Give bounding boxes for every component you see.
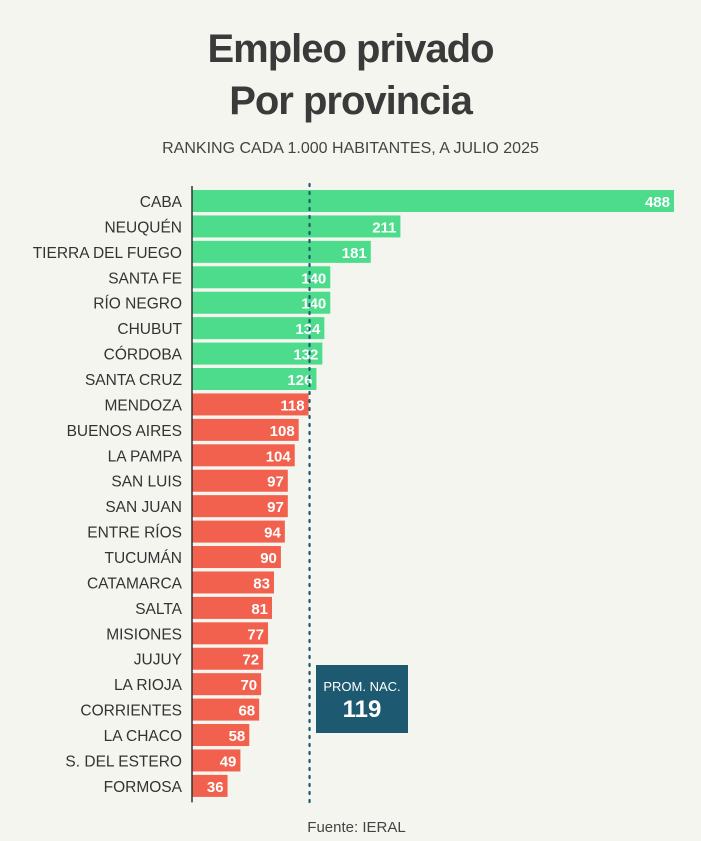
- value-label: 68: [238, 703, 255, 720]
- category-label: SANTA FE: [108, 270, 182, 287]
- category-label: SANTA CRUZ: [85, 372, 182, 389]
- category-label: CHUBUT: [117, 321, 182, 338]
- bar: [192, 520, 285, 543]
- value-label: 132: [293, 347, 318, 364]
- bar: [192, 418, 299, 441]
- value-label: 72: [242, 652, 259, 669]
- chart-title-line2: Por provincia: [229, 79, 473, 123]
- bar: [192, 622, 269, 645]
- bar: [192, 240, 371, 263]
- value-label: 181: [342, 245, 367, 262]
- bar: [192, 190, 674, 212]
- category-label: TUCUMÁN: [105, 550, 183, 567]
- bar: [192, 368, 317, 391]
- value-label: 108: [270, 423, 295, 440]
- bar: [192, 596, 273, 619]
- category-label: S. DEL ESTERO: [65, 753, 182, 770]
- value-label: 97: [267, 499, 284, 516]
- category-label: CORRIENTES: [80, 703, 182, 720]
- value-label: 77: [247, 626, 264, 643]
- value-label: 134: [295, 321, 321, 338]
- bar: [192, 393, 309, 416]
- category-label: SAN JUAN: [105, 499, 182, 516]
- category-label: TIERRA DEL FUEGO: [33, 245, 182, 262]
- category-label: LA CHACO: [104, 728, 182, 745]
- category-label: MISIONES: [106, 626, 182, 643]
- value-label: 126: [287, 372, 312, 389]
- bar: [192, 724, 250, 747]
- category-label: CATAMARCA: [87, 575, 183, 592]
- bar: [192, 698, 260, 721]
- average-label: PROM. NAC.: [323, 679, 401, 694]
- category-label: JUJUY: [134, 652, 182, 669]
- bar: [192, 647, 264, 670]
- value-label: 140: [301, 296, 326, 313]
- category-label: LA PAMPA: [108, 448, 183, 465]
- bar: [192, 774, 228, 797]
- value-label: 58: [229, 728, 246, 745]
- value-label: 70: [240, 677, 257, 694]
- category-label: ENTRE RÍOS: [87, 525, 182, 542]
- bar: [192, 317, 325, 340]
- value-label: 83: [253, 575, 270, 592]
- bar: [192, 469, 288, 492]
- category-label: LA RIOJA: [114, 677, 183, 694]
- value-label: 488: [645, 194, 670, 211]
- bar: [192, 291, 331, 314]
- average-value: 119: [342, 696, 382, 723]
- average-box: PROM. NAC. 119: [316, 665, 408, 733]
- bar: [192, 749, 241, 772]
- value-label: 140: [301, 270, 326, 287]
- bar: [192, 673, 262, 696]
- value-label: 81: [251, 601, 268, 618]
- chart-title-line1: Empleo privado: [207, 27, 494, 71]
- bar: [192, 444, 295, 467]
- bar: [192, 215, 401, 238]
- category-label: BUENOS AIRES: [67, 423, 182, 440]
- value-label: 104: [266, 448, 292, 465]
- value-label: 49: [220, 753, 237, 770]
- category-label: MENDOZA: [105, 397, 183, 414]
- category-label: SALTA: [135, 601, 182, 618]
- value-label: 118: [280, 397, 304, 414]
- category-label: NEUQUÉN: [104, 219, 182, 236]
- value-label: 90: [260, 550, 277, 567]
- category-label: RÍO NEGRO: [93, 296, 182, 313]
- bar: [192, 266, 331, 289]
- value-label: 36: [207, 779, 224, 796]
- chart-subtitle: RANKING CADA 1.000 HABITANTES, A JULIO 2…: [162, 140, 539, 157]
- bar: [192, 571, 274, 594]
- value-label: 211: [372, 219, 396, 236]
- bar: [192, 495, 288, 518]
- category-label: SAN LUIS: [111, 474, 182, 491]
- category-label: CABA: [140, 194, 183, 211]
- category-label: CÓRDOBA: [104, 347, 183, 364]
- bar: [192, 546, 281, 569]
- value-label: 97: [267, 474, 284, 491]
- value-label: 94: [264, 525, 281, 542]
- bar: [192, 342, 323, 365]
- category-label: FORMOSA: [104, 779, 183, 796]
- source-note: Fuente: IERAL: [307, 819, 406, 836]
